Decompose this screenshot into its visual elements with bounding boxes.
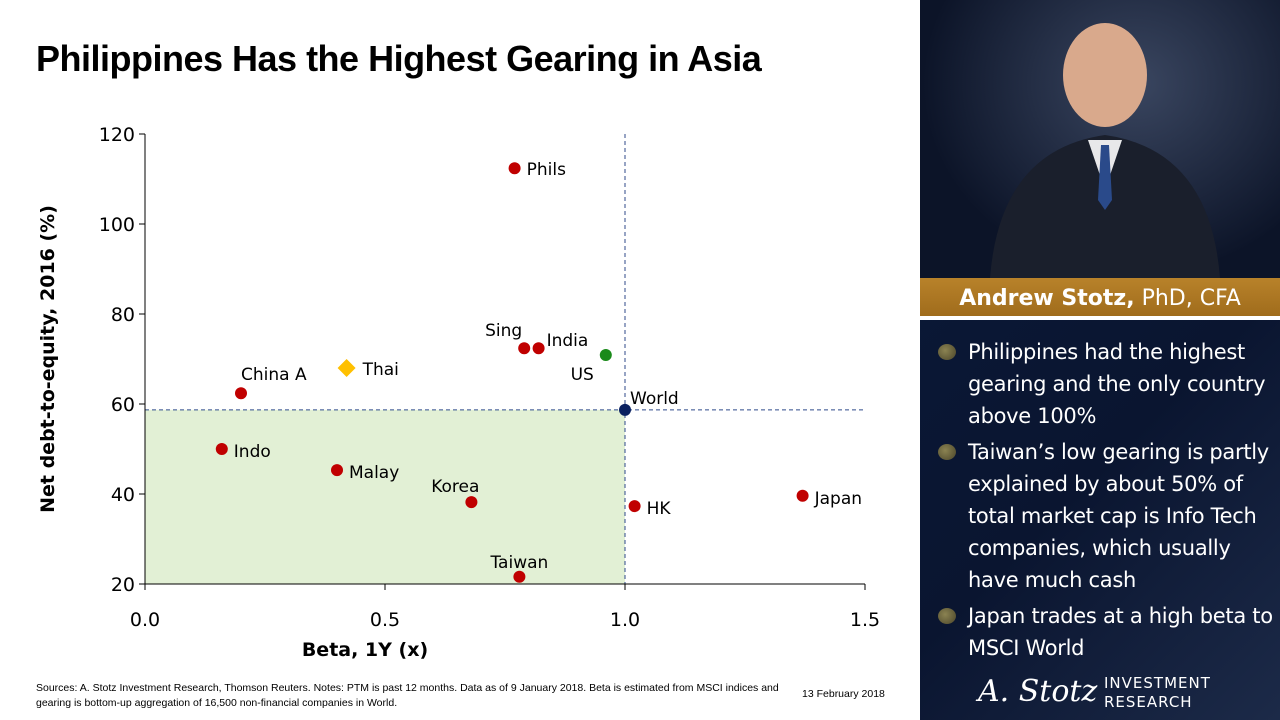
data-label: Japan <box>814 489 862 509</box>
author-panel: Andrew Stotz, PhD, CFA Philippines had t… <box>920 0 1280 720</box>
x-tick-label: 0.0 <box>130 609 160 631</box>
data-point-sing <box>518 342 531 355</box>
data-point-thai <box>337 359 356 377</box>
sources-note: Sources: A. Stotz Investment Research, T… <box>36 682 779 709</box>
data-label: India <box>547 331 589 351</box>
data-point-china-a <box>235 387 247 400</box>
data-label: Thai <box>362 360 399 380</box>
data-point-us <box>599 348 612 361</box>
y-tick-label: 80 <box>111 304 135 326</box>
bullet-text: Philippines had the highest gearing and … <box>968 340 1266 428</box>
data-point-hk <box>628 500 641 513</box>
bullet-text: Japan trades at a high beta to MSCI Worl… <box>968 604 1273 660</box>
x-tick-label: 1.5 <box>850 609 880 631</box>
bullet-item: Taiwan’s low gearing is partly explained… <box>938 436 1278 596</box>
author-credentials: PhD, CFA <box>1134 286 1241 311</box>
y-tick-label: 120 <box>99 124 135 146</box>
bullet-text: Taiwan’s low gearing is partly explained… <box>968 440 1269 592</box>
data-label: US <box>571 365 594 385</box>
bullet-item: Philippines had the highest gearing and … <box>938 336 1278 432</box>
data-point-taiwan <box>513 570 526 583</box>
data-point-japan <box>796 489 809 502</box>
y-tick-label: 20 <box>111 574 135 596</box>
author-name-banner: Andrew Stotz, PhD, CFA <box>920 278 1280 320</box>
data-point-phils <box>508 162 521 175</box>
page-title: Philippines Has the Highest Gearing in A… <box>36 38 762 79</box>
data-point-world <box>619 403 631 416</box>
bullet-icon <box>938 608 956 624</box>
y-axis-label: Net debt-to-equity, 2016 (%) <box>37 205 59 513</box>
y-tick-label: 60 <box>111 394 135 416</box>
logo-line1: INVESTMENT <box>1104 674 1211 692</box>
data-point-indo <box>215 443 228 455</box>
data-label: Malay <box>349 463 399 483</box>
data-label: World <box>630 389 679 409</box>
x-axis-label: Beta, 1Y (x) <box>302 639 428 661</box>
author-name: Andrew Stotz, <box>959 286 1135 311</box>
bullet-icon <box>938 344 956 360</box>
logo-line2: RESEARCH <box>1104 693 1193 711</box>
portrait-image <box>990 23 1220 278</box>
y-tick-label: 40 <box>111 484 135 506</box>
key-points: Philippines had the highest gearing and … <box>938 336 1278 668</box>
shaded-region <box>145 409 625 584</box>
data-label: HK <box>647 499 672 519</box>
data-point-india <box>532 342 545 355</box>
data-label: Indo <box>234 442 271 462</box>
bullet-icon <box>938 444 956 460</box>
data-label: Sing <box>485 321 522 341</box>
bullet-item: Japan trades at a high beta to MSCI Worl… <box>938 600 1278 664</box>
data-point-korea <box>465 496 478 509</box>
data-label: Korea <box>431 477 479 497</box>
author-photo <box>920 0 1280 278</box>
x-tick-label: 1.0 <box>610 609 640 631</box>
data-label: Phils <box>527 160 566 180</box>
data-label: Taiwan <box>489 553 548 573</box>
y-tick-label: 100 <box>99 214 135 236</box>
data-point-malay <box>331 464 343 477</box>
logo-signature: A. Stotz <box>978 674 1098 709</box>
report-date: 13 February 2018 <box>802 688 885 700</box>
scatter-chart: 20 40 60 80 100 120 0.0 0.5 1.0 1.5 Beta, 1Y (x) Ne… <box>37 124 880 661</box>
x-tick-label: 0.5 <box>370 609 400 631</box>
data-label: China A <box>241 365 307 385</box>
